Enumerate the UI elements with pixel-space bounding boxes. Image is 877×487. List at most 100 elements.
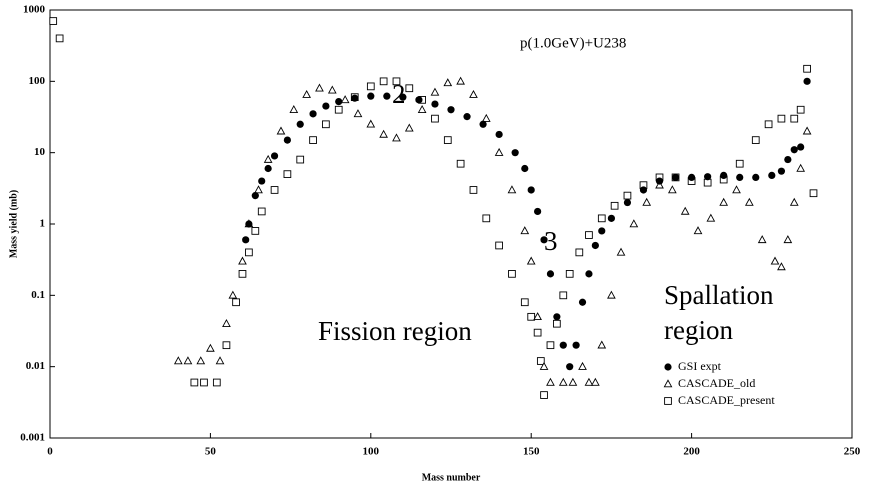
data-point: [704, 173, 712, 181]
data-point: [322, 120, 330, 129]
data-point: [688, 173, 696, 182]
data-point: [585, 231, 593, 239]
data-point: [283, 136, 291, 144]
data-point: [565, 270, 574, 278]
data-point: [315, 83, 324, 92]
data-point: [540, 236, 548, 244]
data-point: [254, 185, 263, 194]
data-point: [55, 34, 64, 43]
data-point: [399, 93, 407, 101]
data-point: [540, 391, 548, 399]
data-point: [597, 340, 607, 349]
legend-marker: [663, 379, 673, 388]
y-tick-label: 1000: [23, 4, 46, 16]
data-point: [228, 290, 238, 299]
data-point: [623, 198, 632, 207]
legend-marker: [664, 363, 672, 371]
data-point: [735, 159, 744, 168]
data-point: [757, 235, 767, 244]
data-point: [469, 89, 478, 98]
data-point: [777, 167, 786, 175]
data-point: [764, 120, 773, 129]
data-point: [803, 77, 811, 85]
data-point: [309, 136, 317, 144]
y-tick-label: 0.01: [26, 360, 45, 372]
data-point: [790, 146, 798, 154]
data-point: [736, 173, 744, 182]
data-point: [507, 185, 517, 194]
data-point: [546, 270, 555, 278]
data-point: [392, 133, 401, 142]
data-point: [257, 207, 266, 216]
data-point: [546, 341, 555, 350]
data-point: [752, 173, 760, 182]
data-point: [706, 213, 716, 222]
data-point: [196, 356, 206, 365]
data-point: [607, 290, 616, 299]
annotation: Fission region: [318, 316, 472, 346]
data-point: [383, 92, 391, 100]
data-point: [607, 214, 616, 222]
data-point: [366, 119, 376, 128]
x-axis-title: Mass number: [422, 472, 481, 483]
data-point: [693, 226, 703, 235]
data-point: [245, 248, 253, 257]
data-point: [351, 94, 359, 102]
data-point: [495, 241, 503, 250]
data-point: [770, 256, 780, 265]
data-point: [222, 341, 231, 350]
data-point: [539, 361, 549, 370]
data-point: [404, 123, 414, 132]
data-point: [610, 201, 619, 210]
data-point: [296, 155, 305, 164]
data-point: [366, 82, 375, 91]
data-point: [553, 313, 561, 321]
data-point: [456, 159, 465, 168]
x-tick-label: 50: [205, 446, 217, 458]
data-point: [671, 173, 680, 182]
data-point: [520, 298, 529, 307]
data-point: [655, 180, 664, 189]
data-point: [585, 270, 593, 278]
data-point: [469, 186, 478, 194]
data-point: [443, 136, 452, 144]
data-point: [270, 152, 279, 160]
data-point: [575, 248, 584, 257]
data-point: [190, 378, 199, 387]
data-point: [417, 104, 427, 113]
data-point: [431, 114, 439, 123]
plot-frame: [49, 9, 853, 439]
data-point: [520, 226, 530, 235]
data-point: [200, 378, 208, 387]
data-point: [591, 241, 599, 250]
annotation: 2: [392, 79, 406, 109]
annotation: 3: [544, 226, 558, 256]
data-point: [456, 76, 465, 85]
data-point: [797, 143, 805, 151]
data-point: [264, 164, 272, 173]
data-point: [802, 126, 812, 135]
data-point: [616, 247, 626, 256]
data-point: [258, 177, 266, 185]
y-tick-label: 0.1: [31, 289, 45, 301]
data-point: [732, 185, 741, 194]
data-point: [232, 298, 240, 307]
data-point: [777, 262, 786, 271]
legend-label: CASCADE_present: [678, 393, 775, 407]
x-tick-label: 250: [844, 446, 861, 458]
data-point: [803, 64, 811, 73]
data-point: [796, 105, 805, 114]
data-point: [719, 197, 729, 206]
data-point: [431, 100, 439, 108]
data-point: [536, 357, 545, 365]
data-point: [566, 363, 574, 371]
y-tick-label: 10: [34, 146, 46, 158]
data-point: [263, 154, 273, 163]
data-point: [655, 177, 664, 185]
data-point: [796, 163, 806, 172]
data-point: [481, 113, 491, 122]
data-point: [447, 106, 455, 114]
data-point: [680, 206, 690, 215]
data-point: [527, 312, 536, 321]
data-point: [296, 120, 304, 128]
